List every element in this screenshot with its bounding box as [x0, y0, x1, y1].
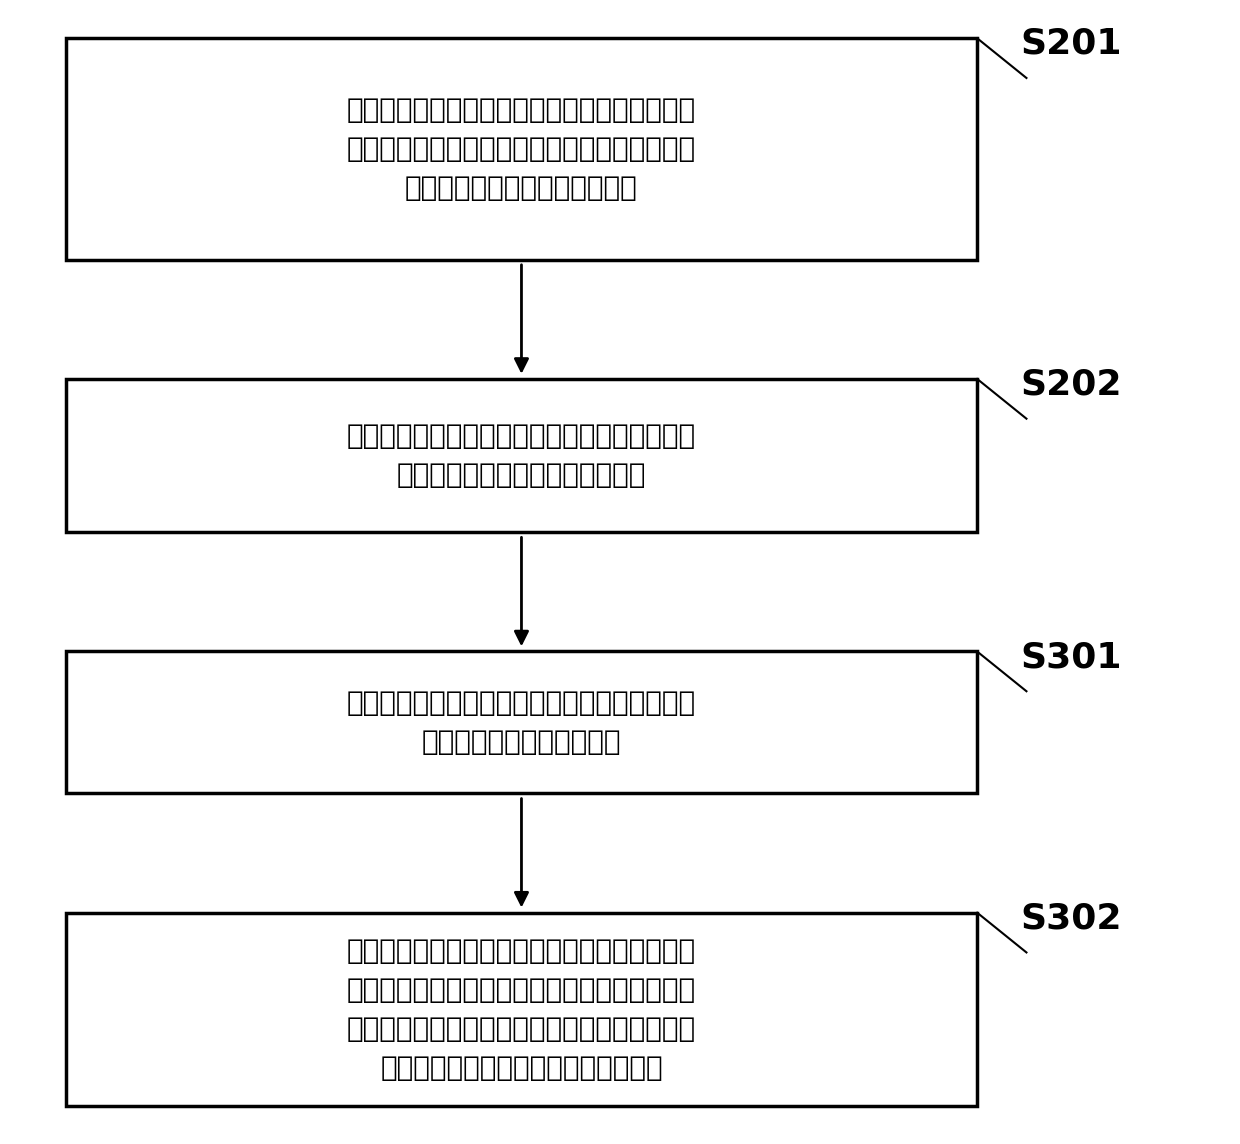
Text: 云服务器平台接收用户帐户信息，所述用户帐户
信息包括用户所属组织信息: 云服务器平台接收用户帐户信息，所述用户帐户 信息包括用户所属组织信息 [347, 689, 696, 756]
Bar [66, 379, 977, 532]
Bar [66, 651, 977, 794]
Text: S201: S201 [1021, 26, 1122, 61]
Text: S202: S202 [1021, 367, 1122, 402]
Bar [66, 913, 977, 1106]
Text: S302: S302 [1021, 901, 1122, 936]
Text: 云服务器平台接收图像形成装置标识信息，图像
形成装置标识信息包括表征图像形成装置所属机
构信息和图像形成装置特性信息: 云服务器平台接收图像形成装置标识信息，图像 形成装置标识信息包括表征图像形成装置… [347, 96, 696, 202]
Text: S301: S301 [1021, 641, 1122, 674]
Text: 当所述图像形成装置所属机构信息及所述用户所
属组织信息相匹配时，则确定与用户帐户信息对
应的用户可以使用与图像形成装置所属机构信息
对应的图像形成装置执行图像形: 当所述图像形成装置所属机构信息及所述用户所 属组织信息相匹配时，则确定与用户帐户… [347, 937, 696, 1082]
Text: 云服务器平台将表征图像形成装置所属机构信息
和图像形成装置特性信息建立关联: 云服务器平台将表征图像形成装置所属机构信息 和图像形成装置特性信息建立关联 [347, 422, 696, 490]
Bar [66, 38, 977, 260]
